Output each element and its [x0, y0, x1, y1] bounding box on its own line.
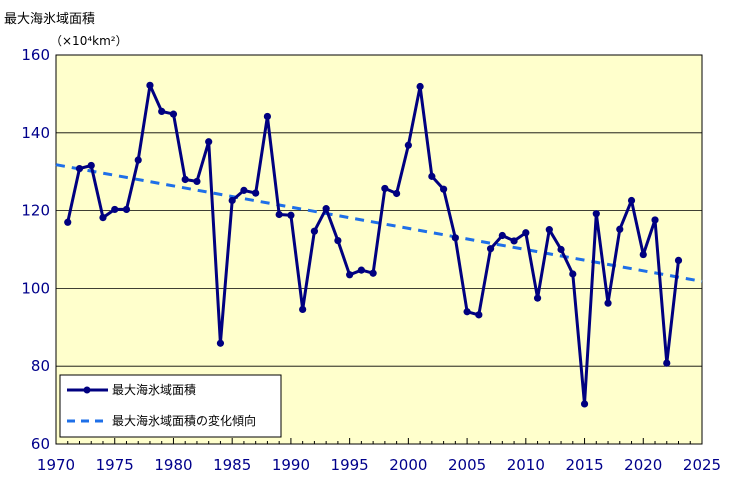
y-tick-labels: 60 80 100 120 140 160 [21, 46, 50, 453]
data-point [545, 226, 553, 234]
data-point [393, 189, 401, 198]
data-point [463, 308, 471, 316]
y-tick-label: 80 [31, 357, 50, 375]
data-point [639, 250, 647, 259]
data-point [522, 229, 530, 237]
data-point [216, 339, 225, 347]
data-point [510, 237, 518, 245]
data-point [75, 164, 84, 173]
x-tick-label: 2025 [683, 456, 721, 474]
y-axis-title: 最大海氷域面積 [4, 12, 96, 27]
y-tick-label: 60 [31, 435, 50, 453]
data-point [240, 186, 248, 194]
data-point [404, 141, 412, 149]
y-tick-label: 140 [21, 124, 50, 142]
data-point [428, 172, 436, 180]
data-point [604, 299, 612, 307]
data-point [369, 269, 377, 277]
x-minor-ticks [55, 438, 703, 444]
x-tick-label: 2000 [389, 456, 427, 474]
data-point [122, 205, 131, 214]
data-point [228, 196, 236, 205]
y-tick-label: 160 [21, 46, 50, 64]
x-tick-label: 2010 [507, 456, 545, 474]
data-point [651, 216, 659, 224]
legend-series-marker [83, 386, 91, 394]
data-point [569, 270, 577, 278]
x-tick-label: 1980 [154, 456, 192, 474]
data-point [134, 156, 142, 164]
data-point [310, 227, 318, 235]
legend: 最大海氷域面積 最大海氷域面積の変化傾向 [59, 374, 282, 438]
x-tick-label: 2005 [448, 456, 486, 474]
y-axis-unit: （×10⁴km²） [50, 34, 128, 48]
x-tick-label: 1970 [37, 456, 75, 474]
x-tick-label: 1990 [272, 456, 310, 474]
data-point [451, 234, 459, 242]
gridlines [56, 132, 702, 367]
x-tick-labels: 1970 1975 1980 1985 1990 1995 2000 2005 2010 2015… [37, 456, 721, 474]
data-point [111, 205, 119, 214]
data-point [357, 266, 365, 274]
x-tick-label: 1985 [213, 456, 251, 474]
data-point [169, 110, 178, 118]
legend-series-label: 最大海氷域面積 [112, 382, 196, 397]
data-point [416, 82, 424, 91]
data-point [334, 236, 342, 245]
data-point [498, 231, 506, 240]
data-point [193, 177, 201, 186]
data-point [381, 184, 389, 193]
y-tick-label: 100 [21, 279, 50, 297]
x-tick-label: 1975 [96, 456, 134, 474]
data-point [475, 311, 483, 319]
data-point [440, 185, 448, 193]
data-point [263, 112, 272, 121]
y-tick-label: 120 [21, 202, 50, 220]
data-point [486, 245, 495, 253]
legend-box [59, 374, 282, 438]
data-point [533, 294, 542, 302]
data-point [64, 218, 72, 226]
data-point [580, 400, 589, 408]
data-point [252, 189, 260, 197]
x-tick-label: 2015 [565, 456, 603, 474]
data-point [181, 175, 189, 184]
data-point [99, 214, 107, 222]
data-point [299, 305, 307, 314]
data-point [87, 161, 95, 170]
data-point [346, 271, 354, 279]
legend-trend-label: 最大海氷域面積の変化傾向 [112, 413, 256, 428]
series-line [64, 81, 683, 408]
data-point [627, 196, 636, 205]
data-point [158, 107, 166, 116]
data-point [674, 256, 683, 264]
data-point [592, 210, 600, 218]
x-tick-label: 2020 [624, 456, 662, 474]
data-point [663, 359, 671, 367]
data-point [287, 211, 295, 219]
data-point [322, 205, 330, 213]
data-point [146, 81, 154, 89]
data-point [557, 245, 565, 254]
x-tick-label: 1995 [331, 456, 369, 474]
data-point [275, 210, 283, 219]
data-point [205, 138, 213, 146]
data-point [616, 225, 624, 233]
